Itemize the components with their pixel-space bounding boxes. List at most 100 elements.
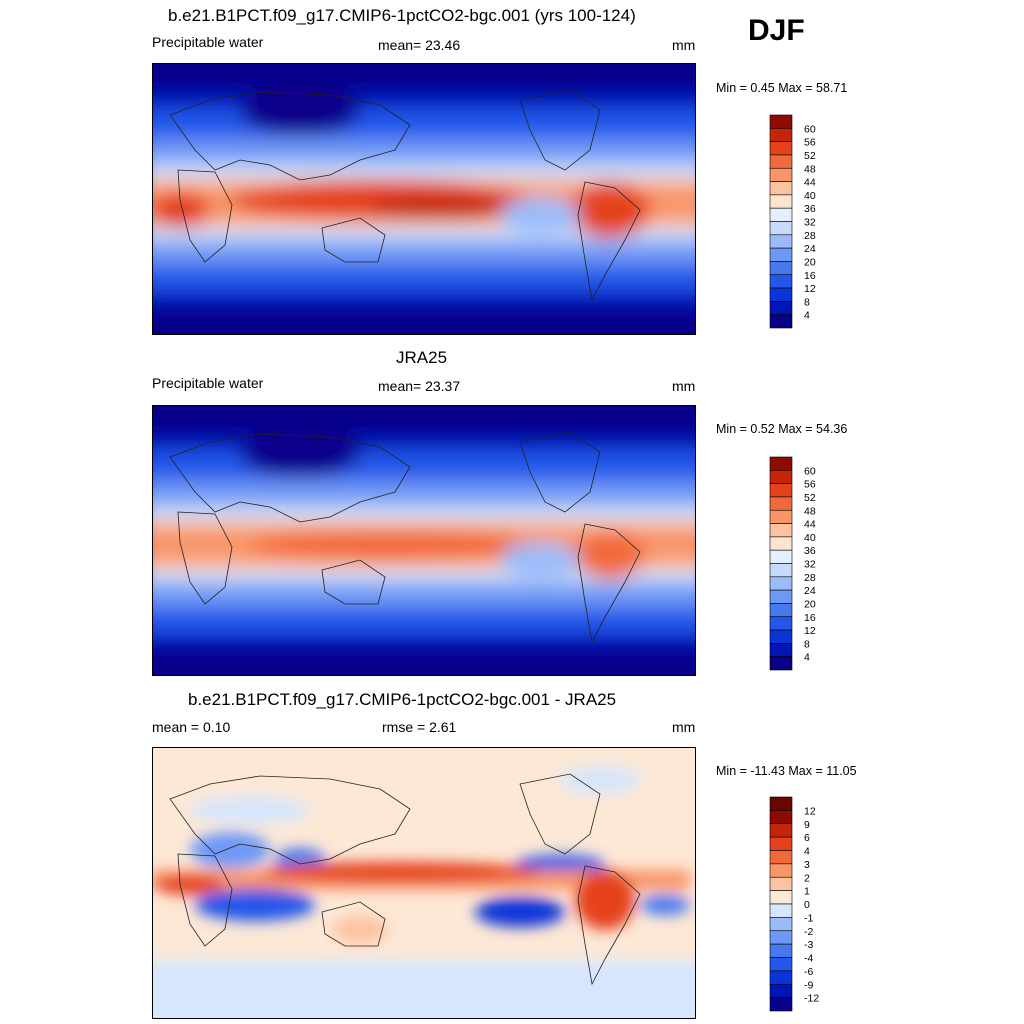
panel-1-map [152,63,696,335]
colorbar-tick-label: -4 [804,953,813,965]
panel-2-minmax-label: Min = 0.52 Max = 54.36 [716,422,848,436]
colorbar-box [769,114,793,129]
colorbar-box [769,970,793,985]
colorbar-tick-label: 40 [804,190,816,202]
colorbar-tick-label: 3 [804,859,810,871]
colorbar-box [769,903,793,918]
colorbar-box [769,128,793,142]
panel-2-units-label: mm [672,378,696,394]
colorbar-tick-label: 8 [804,638,810,650]
colorbar-box [769,456,793,471]
colorbar-tick-label: 44 [804,177,816,189]
colorbar-box [769,796,793,811]
colorbar-box [769,181,793,196]
colorbar-tick-label: -9 [804,979,813,991]
colorbar-tick-label: 20 [804,598,816,610]
colorbar-box [769,314,793,329]
colorbar-box [769,930,793,945]
colorbar-box [769,863,793,878]
colorbar-box [769,997,793,1012]
colorbar-box [769,629,793,644]
colorbar-box [769,603,793,618]
colorbar-tick-label: 52 [804,150,816,162]
colorbar-tick-label: 36 [804,203,816,215]
season-label: DJF [748,14,805,47]
colorbar-tick-label: 56 [804,479,816,491]
colorbar-tick-label: 16 [804,270,816,282]
panel-3-rmse-label: rmse = 2.61 [382,719,457,735]
colorbar-tick-label: 48 [804,163,816,175]
colorbar-box [769,890,793,905]
colorbar-tick-label: -12 [804,993,819,1005]
colorbar-box [769,483,793,498]
panel-1-title: b.e21.B1PCT.f09_g17.CMIP6-1pctCO2-bgc.00… [168,6,636,25]
colorbar-box [769,850,793,865]
colorbar-box [769,957,793,972]
panel-1-minmax-label: Min = 0.45 Max = 58.71 [716,81,848,95]
colorbar-tick-label: -3 [804,939,813,951]
colorbar-tick-label: 60 [804,465,816,477]
colorbar-box [769,167,793,182]
colorbar-tick-label: -6 [804,966,813,978]
colorbar-box [769,656,793,671]
colorbar-tick-label: 24 [804,243,816,255]
colorbar-tick-label: 4 [804,310,810,322]
colorbar-tick-label: 32 [804,559,816,571]
panel-3-mean-label: mean = 0.10 [152,719,231,735]
colorbar-box [769,261,793,276]
colorbar-box [769,141,793,156]
panel-3-minmax-label: Min = -11.43 Max = 11.05 [716,764,857,778]
panel-1-mean-label: mean= 23.46 [378,37,461,53]
colorbar-tick-label: 16 [804,612,816,624]
colorbar-box [769,247,793,262]
colorbar-tick-label: 9 [804,819,810,831]
colorbar-box [769,810,793,825]
colorbar-tick-label: -2 [804,926,813,938]
colorbar-box [769,616,793,631]
colorbar-tick-label: 28 [804,572,816,584]
colorbar-box [769,536,793,551]
colorbar-tick-label: 52 [804,492,816,504]
panel-1-units-label: mm [672,37,696,53]
panel-2-title: JRA25 [396,348,448,367]
colorbar-tick-label: 2 [804,872,810,884]
colorbar-tick-label: 40 [804,532,816,544]
colorbar-tick-label: 1 [804,886,810,898]
colorbar-box [769,496,793,511]
panel-3-map [152,747,696,1019]
colorbar-tick-label: 12 [804,805,816,817]
colorbar-box [769,917,793,932]
colorbar-tick-label: 12 [804,283,816,295]
colorbar-box [769,589,793,604]
colorbar-tick-label: 24 [804,585,816,597]
colorbar-tick-label: 0 [804,899,810,911]
colorbar-box [769,563,793,578]
colorbar-tick-label: 4 [804,846,810,858]
colorbar-box [769,943,793,958]
colorbar-box [769,470,793,484]
panel-3-title: b.e21.B1PCT.f09_g17.CMIP6-1pctCO2-bgc.00… [188,690,617,709]
colorbar-box [769,274,793,289]
panel-2-variable-label: Precipitable water [152,375,264,391]
colorbar-box [769,523,793,538]
colorbar-box [769,509,793,524]
colorbar-tick-label: 20 [804,256,816,268]
colorbar-box [769,576,793,591]
colorbar-box [769,194,793,209]
colorbar-tick-label: 6 [804,832,810,844]
colorbar-tick-label: 44 [804,519,816,531]
colorbar-tick-label: 60 [804,123,816,135]
colorbar-tick-label: -1 [804,912,813,924]
colorbar-box [769,549,793,564]
panel-1-variable-label: Precipitable water [152,34,264,50]
colorbar-box [769,836,793,851]
colorbar-box [769,823,793,838]
colorbar-tick-label: 4 [804,652,810,664]
colorbar-box [769,287,793,302]
colorbar-box [769,207,793,222]
colorbar-tick-label: 48 [804,505,816,517]
